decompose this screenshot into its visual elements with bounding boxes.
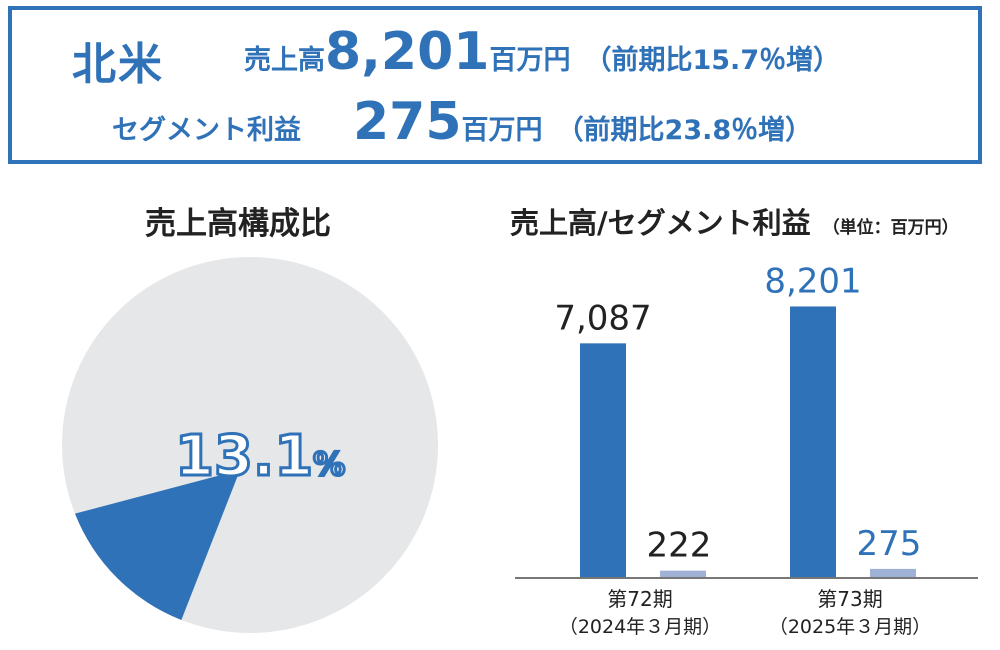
summary-box: 北米 売上高8,201百万円 （前期比15.7％増） セグメント利益 275百万円（… (8, 6, 982, 164)
bar-category-label-2-line-1: 第73期 (817, 587, 882, 611)
sales-value: 8,201 (325, 22, 490, 82)
bar-chart-title: 売上高/セグメント利益 （単位：百万円） (510, 200, 959, 242)
bar-category-label-1-line-1: 第72期 (607, 587, 672, 611)
bar-category-label-2-line-2: （2025年３月期） (769, 616, 931, 638)
profit-summary-line: セグメント利益 275百万円 （前期比23.8％増） (112, 92, 812, 152)
bar-sales-label-2: 8,201 (764, 261, 861, 301)
pie-chart-title: 売上高構成比 (145, 206, 331, 242)
bar-sales-1 (580, 343, 626, 578)
sales-label: 売上高 (244, 45, 325, 76)
pie-slice-label: 13.1% (175, 424, 345, 489)
profit-label: セグメント利益 (112, 115, 301, 146)
bar-profit-label-2: 275 (857, 524, 922, 564)
sales-unit: 百万円 (489, 45, 571, 76)
bar-chart-unit: （単位：百万円） (822, 218, 959, 238)
profit-unit: 百万円 (461, 115, 543, 146)
bar-profit-1 (660, 570, 706, 578)
bar-sales-label-1: 7,087 (554, 298, 651, 338)
bar-category-label-1-line-2: （2024年３月期） (559, 616, 721, 638)
sales-summary-line: 売上高8,201百万円 （前期比15.7％増） (244, 22, 840, 82)
bar-profit-label-1: 222 (647, 526, 712, 566)
sales-yoy: （前期比15.7％増） (584, 45, 841, 76)
pie-slice-highlight (74, 470, 240, 621)
bar-sales-2 (790, 306, 836, 578)
profit-value: 275 (353, 92, 462, 152)
region-name: 北米 (72, 39, 164, 90)
bar-chart-title-text: 売上高/セグメント利益 (510, 206, 811, 240)
profit-yoy: （前期比23.8％増） (556, 115, 813, 146)
bar-profit-2 (870, 568, 916, 578)
